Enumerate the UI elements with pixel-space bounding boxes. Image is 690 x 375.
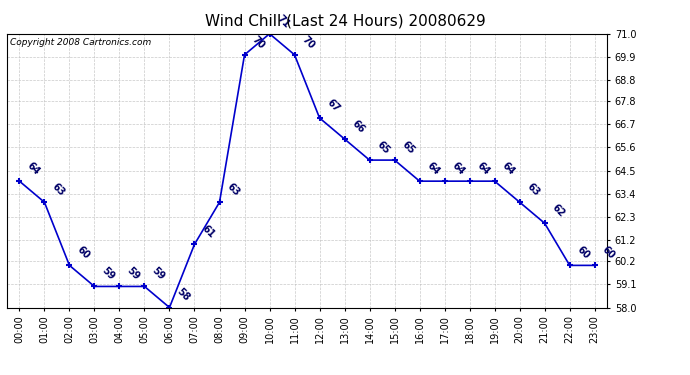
Text: 63: 63 bbox=[525, 182, 542, 198]
Text: 70: 70 bbox=[300, 34, 317, 51]
Text: 59: 59 bbox=[100, 266, 117, 282]
Text: 66: 66 bbox=[350, 118, 367, 135]
Text: 59: 59 bbox=[125, 266, 141, 282]
Text: Wind Chill (Last 24 Hours) 20080629: Wind Chill (Last 24 Hours) 20080629 bbox=[205, 13, 485, 28]
Text: 70: 70 bbox=[250, 34, 267, 51]
Text: 63: 63 bbox=[225, 182, 241, 198]
Text: 60: 60 bbox=[600, 244, 617, 261]
Text: 61: 61 bbox=[200, 224, 217, 240]
Text: 60: 60 bbox=[75, 244, 92, 261]
Text: Copyright 2008 Cartronics.com: Copyright 2008 Cartronics.com bbox=[10, 38, 151, 47]
Text: 64: 64 bbox=[450, 160, 467, 177]
Text: 64: 64 bbox=[425, 160, 442, 177]
Text: 63: 63 bbox=[50, 182, 67, 198]
Text: 65: 65 bbox=[400, 139, 417, 156]
Text: 71: 71 bbox=[275, 13, 292, 30]
Text: 64: 64 bbox=[475, 160, 492, 177]
Text: 62: 62 bbox=[550, 202, 567, 219]
Text: 65: 65 bbox=[375, 139, 392, 156]
Text: 58: 58 bbox=[175, 286, 192, 303]
Text: 64: 64 bbox=[25, 160, 41, 177]
Text: 60: 60 bbox=[575, 244, 592, 261]
Text: 67: 67 bbox=[325, 97, 342, 114]
Text: 59: 59 bbox=[150, 266, 167, 282]
Text: 64: 64 bbox=[500, 160, 517, 177]
